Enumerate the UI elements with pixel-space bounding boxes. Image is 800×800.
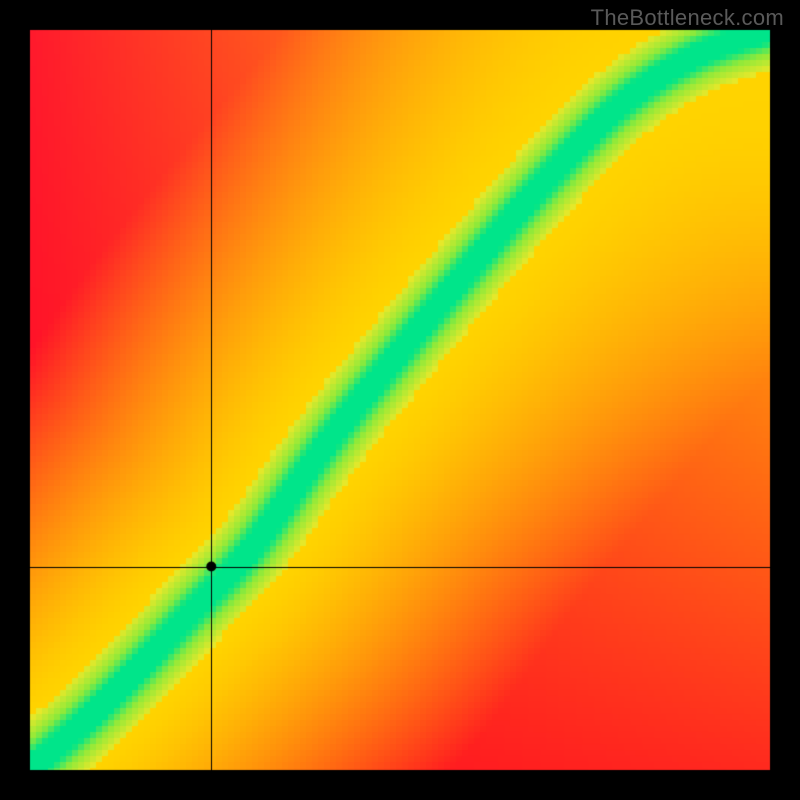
watermark-text: TheBottleneck.com <box>591 5 784 31</box>
bottleneck-heatmap <box>0 0 800 800</box>
